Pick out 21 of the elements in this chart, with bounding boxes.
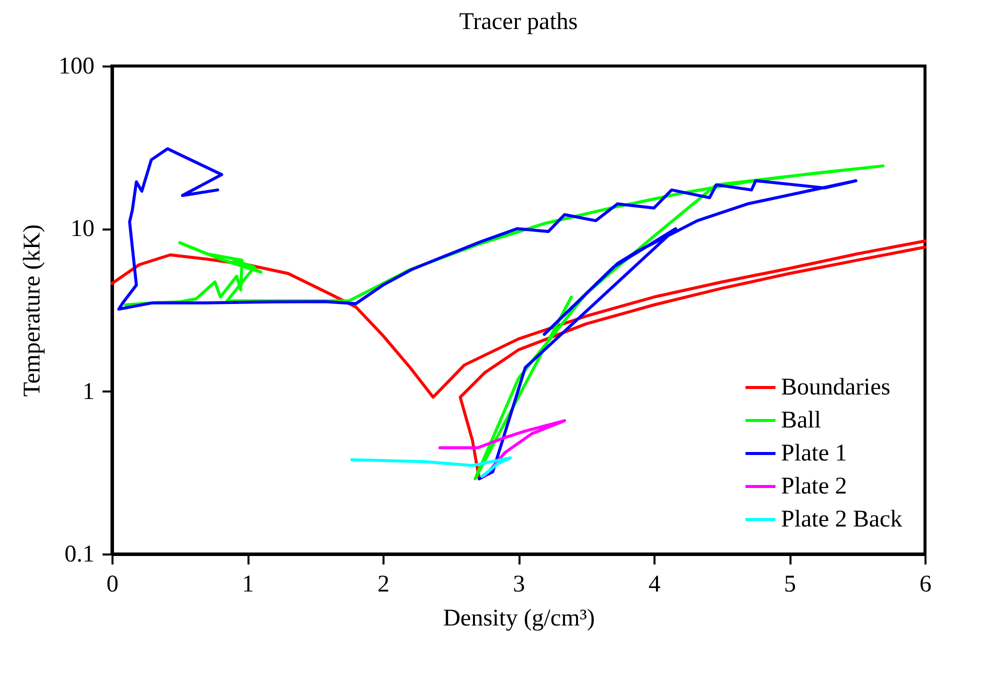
line-series bbox=[350, 456, 512, 478]
x-tick-label: 5 bbox=[784, 572, 796, 598]
x-tick-label: 3 bbox=[513, 572, 525, 598]
y-tick-label: 1 bbox=[82, 378, 94, 405]
chart-title: Tracer paths bbox=[459, 9, 578, 35]
y-axis-title: Temperature (kK) bbox=[20, 224, 46, 397]
legend-label: Ball bbox=[781, 408, 822, 434]
legend-label: Boundaries bbox=[781, 374, 890, 400]
legend-label: Plate 2 Back bbox=[781, 506, 902, 532]
line-series bbox=[438, 419, 566, 478]
y-tick-label: 10 bbox=[70, 216, 94, 242]
x-tick-label: 1 bbox=[242, 572, 254, 598]
x-tick-label: 2 bbox=[378, 572, 390, 598]
x-tick-label: 4 bbox=[648, 572, 660, 598]
x-tick-label: 0 bbox=[106, 572, 118, 598]
x-axis-title: Density (g/cm³) bbox=[443, 606, 595, 632]
x-tick-label: 6 bbox=[920, 572, 932, 598]
legend-label: Plate 2 bbox=[781, 474, 847, 500]
y-tick-label: 0.1 bbox=[64, 542, 94, 568]
legend-label: Plate 1 bbox=[781, 440, 847, 466]
y-tick-label: 100 bbox=[58, 54, 94, 80]
